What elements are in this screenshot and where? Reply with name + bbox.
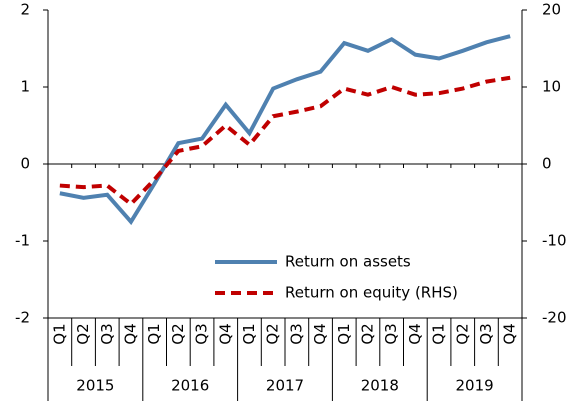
x-tick-label: Q1	[335, 323, 353, 344]
y2-tick-label: 0	[542, 155, 552, 173]
group-label: 2018	[361, 377, 399, 395]
x-tick-label: Q1	[145, 323, 163, 344]
x-tick-label: Q2	[453, 323, 471, 344]
y2-tick-label: -10	[542, 232, 567, 250]
y-tick-label: -1	[15, 232, 30, 250]
y-tick-label: 0	[20, 155, 30, 173]
x-tick-label: Q4	[216, 323, 234, 344]
x-tick-label: Q3	[287, 323, 305, 344]
y2-tick-label: -20	[542, 309, 567, 327]
x-tick-label: Q1	[50, 323, 68, 344]
series-line	[59, 75, 511, 207]
x-tick-label: Q3	[193, 323, 211, 344]
series-line	[59, 34, 511, 226]
y-tick-label: 2	[20, 1, 30, 19]
group-label: 2019	[456, 377, 494, 395]
x-tick-label: Q4	[406, 323, 424, 344]
y-tick-label: 1	[20, 78, 30, 96]
x-tick-label: Q3	[382, 323, 400, 344]
x-tick-label: Q4	[121, 323, 139, 344]
y2-tick-label: 20	[542, 1, 561, 19]
group-label: 2016	[171, 377, 209, 395]
x-tick-label: Q2	[264, 323, 282, 344]
group-label: 2017	[266, 377, 304, 395]
x-tick-label: Q2	[169, 323, 187, 344]
x-tick-label: Q2	[358, 323, 376, 344]
x-tick-label: Q1	[240, 323, 258, 344]
x-tick-label: Q4	[501, 323, 519, 344]
legend-label: Return on assets	[285, 253, 411, 271]
x-tick-label: Q2	[74, 323, 92, 344]
x-tick-label: Q3	[98, 323, 116, 344]
legend-label: Return on equity (RHS)	[285, 284, 458, 302]
x-tick-label: Q4	[311, 323, 329, 344]
group-label: 2015	[76, 377, 114, 395]
y-tick-label: -2	[15, 309, 30, 327]
x-tick-label: Q1	[430, 323, 448, 344]
y2-tick-label: 10	[542, 78, 561, 96]
x-tick-label: Q3	[477, 323, 495, 344]
